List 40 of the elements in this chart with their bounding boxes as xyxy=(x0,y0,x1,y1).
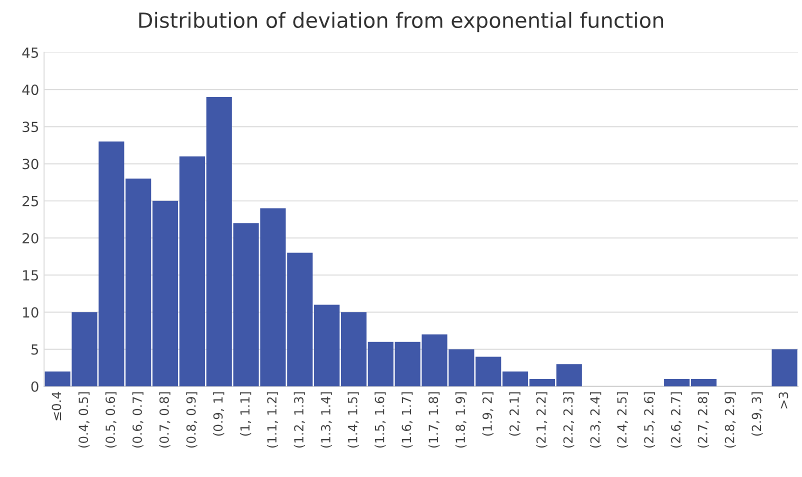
x-tick-label: (0.4, 0.5] xyxy=(78,392,90,448)
x-tick-label: (1.2, 1.3] xyxy=(294,392,305,448)
x-tick-label: (2, 2.1] xyxy=(509,392,520,436)
chart-title: Distribution of deviation from exponential function xyxy=(139,12,664,32)
x-tick-label: (0.5, 0.6] xyxy=(105,392,117,448)
x-tick-label: (1.9, 2] xyxy=(482,392,494,436)
x-tick-label: (2.2, 2.3] xyxy=(563,392,574,448)
x-tick-label: (2.6, 2.7] xyxy=(670,392,682,448)
bar xyxy=(772,349,798,386)
x-tick-label: (0.6, 0.7] xyxy=(132,392,144,448)
y-tick-label: 0 xyxy=(31,381,38,392)
x-tick-label: (1.7, 1.8] xyxy=(428,392,440,448)
x-tick-label: (0.9, 1] xyxy=(213,392,224,436)
x-tick-label: (2.9, 3] xyxy=(752,392,763,436)
x-tick-label: (2.3, 2.4] xyxy=(590,392,602,448)
y-tick-label: 45 xyxy=(22,48,38,58)
x-tick-label: (2.7, 2.8] xyxy=(698,392,709,448)
y-tick-label: 35 xyxy=(22,122,38,132)
y-tick-label: 20 xyxy=(22,232,38,244)
x-tick-label: (2.4, 2.5] xyxy=(616,392,628,448)
y-tick-label: 30 xyxy=(22,158,38,170)
x-tick-label: >3 xyxy=(778,392,788,408)
x-tick-label: (1.8, 1.9] xyxy=(455,392,467,448)
x-tick-label: (1.3, 1.4] xyxy=(320,392,332,448)
y-tick-label: 15 xyxy=(23,270,38,281)
y-tick-label: 40 xyxy=(22,84,38,96)
x-tick-label: (1.1, 1.2] xyxy=(266,392,278,448)
x-tick-label: (1.5, 1.6] xyxy=(374,392,386,448)
x-tick-label: (2.8, 2.9] xyxy=(724,392,736,448)
x-tick-label: (0.7, 0.8] xyxy=(159,392,170,448)
y-tick-label: 10 xyxy=(23,307,38,318)
y-tick-label: 25 xyxy=(22,196,38,206)
x-tick-label: (0.8, 0.9] xyxy=(186,392,198,448)
x-tick-label: (2.1, 2.2] xyxy=(536,392,548,448)
y-tick-label: 5 xyxy=(31,344,38,355)
x-tick-label: (1.4, 1.5] xyxy=(348,392,359,448)
x-tick-label: ≤0.4 xyxy=(52,392,62,420)
x-tick-label: (1.6, 1.7] xyxy=(402,392,413,448)
x-tick-label: (2.5, 2.6] xyxy=(644,392,656,448)
x-tick-label: (1, 1.1] xyxy=(240,392,252,436)
